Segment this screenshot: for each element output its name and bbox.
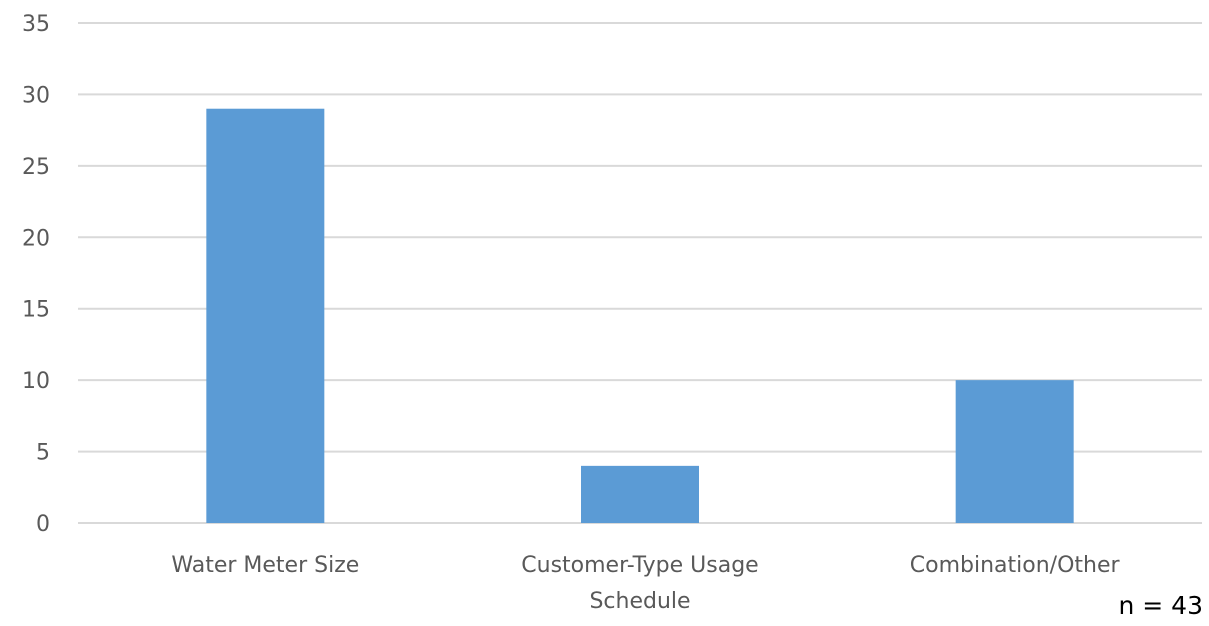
y-tick-label: 20 xyxy=(22,226,50,251)
y-tick-label: 35 xyxy=(22,12,50,37)
y-tick-label: 15 xyxy=(22,298,50,323)
y-tick-label: 10 xyxy=(22,369,50,394)
bar-combination-other xyxy=(955,380,1074,523)
bar-water-meter-size xyxy=(206,108,325,523)
y-tick-label: 30 xyxy=(22,83,50,108)
x-category-label: Water Meter Size xyxy=(171,553,359,578)
y-tick-label: 0 xyxy=(36,512,50,537)
x-category-label: Combination/Other xyxy=(910,553,1121,578)
y-axis-tick-labels: 0 5 10 15 20 25 30 35 xyxy=(22,12,50,537)
bar-customer-type-usage-schedule xyxy=(581,465,699,523)
x-axis-category-labels: Water Meter Size Customer-Type Usage Sched… xyxy=(171,553,1120,614)
x-category-label: Schedule xyxy=(589,589,690,614)
bars xyxy=(206,108,1074,523)
sample-size-annotation: n = 43 xyxy=(1119,591,1204,620)
y-tick-label: 25 xyxy=(22,155,50,180)
y-tick-label: 5 xyxy=(36,441,50,466)
x-category-label: Customer-Type Usage xyxy=(521,553,758,578)
